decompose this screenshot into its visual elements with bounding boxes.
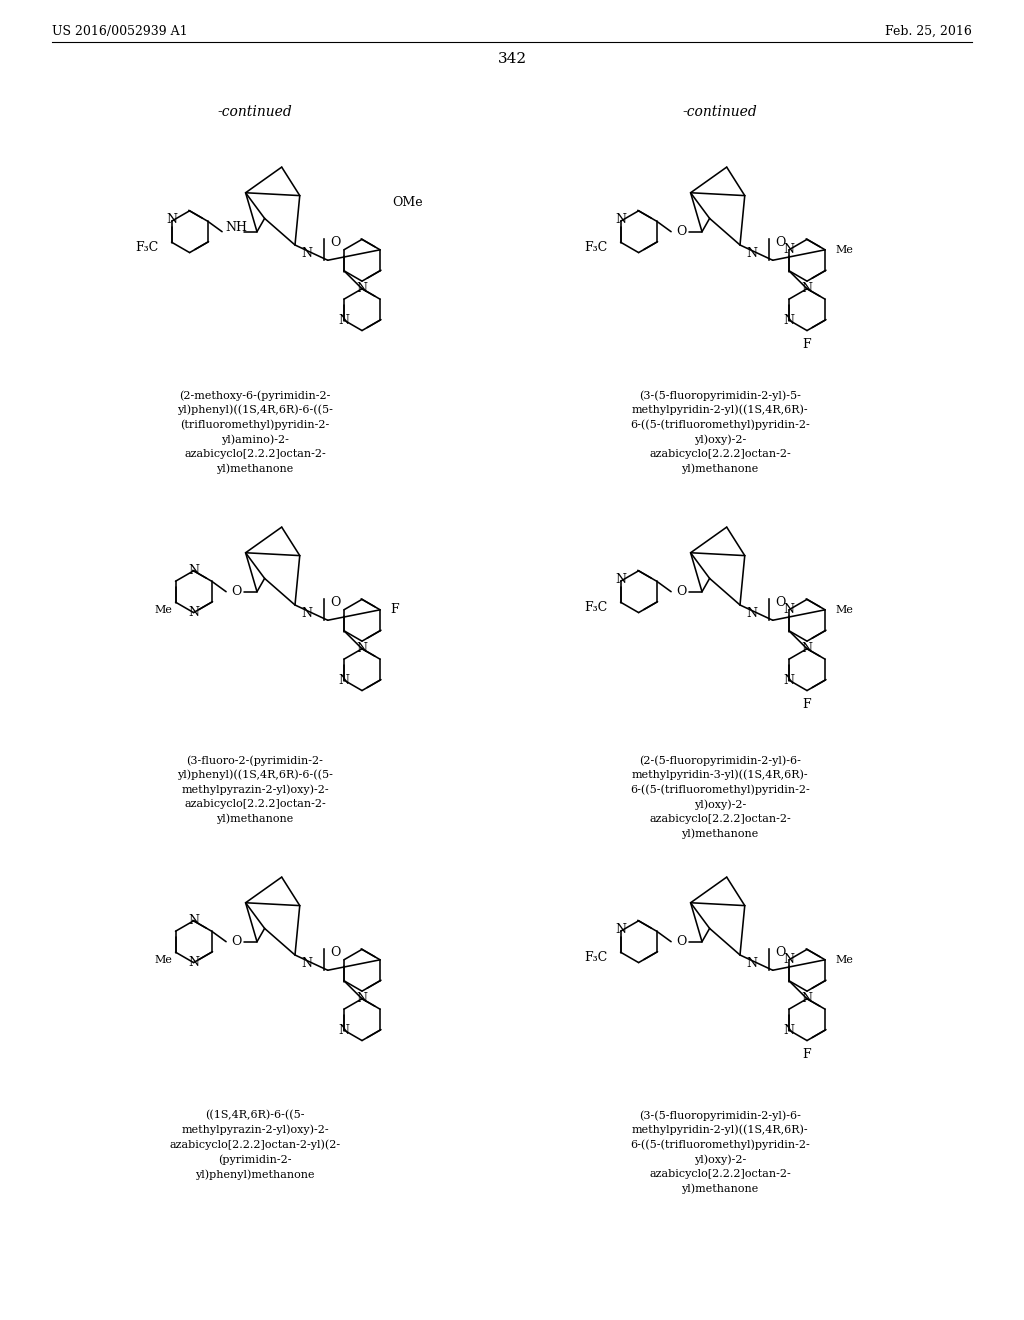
Text: N: N (356, 993, 368, 1006)
Text: O: O (775, 946, 786, 960)
Text: O: O (676, 935, 686, 948)
Text: N: N (783, 603, 795, 616)
Text: N: N (783, 243, 795, 256)
Text: N: N (338, 673, 349, 686)
Text: OMe: OMe (392, 195, 423, 209)
Text: N: N (802, 993, 812, 1006)
Text: N: N (746, 957, 757, 970)
Text: (3-fluoro-2-(pyrimidin-2-
yl)phenyl)((1S,4R,6R)-6-((5-
methylpyrazin-2-yl)oxy)-2: (3-fluoro-2-(pyrimidin-2- yl)phenyl)((1S… (177, 755, 333, 824)
Text: -continued: -continued (218, 106, 293, 119)
Text: N: N (356, 643, 368, 655)
Text: N: N (356, 282, 368, 296)
Text: O: O (676, 585, 686, 598)
Text: N: N (301, 957, 312, 970)
Text: N: N (615, 923, 626, 936)
Text: (2-methoxy-6-(pyrimidin-2-
yl)phenyl)((1S,4R,6R)-6-((5-
(trifluoromethyl)pyridin: (2-methoxy-6-(pyrimidin-2- yl)phenyl)((1… (177, 389, 333, 474)
Text: N: N (338, 314, 349, 326)
Text: N: N (188, 606, 199, 619)
Text: F₃C: F₃C (584, 601, 607, 614)
Text: Me: Me (155, 956, 172, 965)
Text: F₃C: F₃C (584, 242, 607, 255)
Text: Me: Me (155, 605, 172, 615)
Text: O: O (231, 935, 242, 948)
Text: Me: Me (836, 244, 853, 255)
Text: (2-(5-fluoropyrimidin-2-yl)-6-
methylpyridin-3-yl)((1S,4R,6R)-
6-((5-(trifluorom: (2-(5-fluoropyrimidin-2-yl)-6- methylpyr… (630, 755, 810, 840)
Text: O: O (231, 585, 242, 598)
Text: O: O (676, 226, 686, 238)
Text: F: F (803, 698, 811, 711)
Text: O: O (331, 946, 341, 960)
Text: N: N (338, 1023, 349, 1036)
Text: 342: 342 (498, 51, 526, 66)
Text: (3-(5-fluoropyrimidin-2-yl)-5-
methylpyridin-2-yl)((1S,4R,6R)-
6-((5-(trifluorom: (3-(5-fluoropyrimidin-2-yl)-5- methylpyr… (630, 389, 810, 474)
Text: N: N (802, 282, 812, 296)
Text: US 2016/0052939 A1: US 2016/0052939 A1 (52, 25, 187, 38)
Text: NH: NH (225, 222, 247, 234)
Text: F: F (390, 603, 398, 616)
Text: N: N (301, 247, 312, 260)
Text: -continued: -continued (683, 106, 758, 119)
Text: F: F (803, 1048, 811, 1061)
Text: O: O (775, 597, 786, 609)
Text: F: F (803, 338, 811, 351)
Text: F₃C: F₃C (135, 242, 159, 255)
Text: N: N (802, 643, 812, 655)
Text: N: N (188, 915, 199, 927)
Text: N: N (188, 956, 199, 969)
Text: (3-(5-fluoropyrimidin-2-yl)-6-
methylpyridin-2-yl)((1S,4R,6R)-
6-((5-(trifluorom: (3-(5-fluoropyrimidin-2-yl)-6- methylpyr… (630, 1110, 810, 1193)
Text: N: N (746, 607, 757, 620)
Text: N: N (615, 573, 626, 586)
Text: N: N (783, 673, 795, 686)
Text: O: O (775, 236, 786, 249)
Text: N: N (783, 953, 795, 966)
Text: ((1S,4R,6R)-6-((5-
methylpyrazin-2-yl)oxy)-2-
azabicyclo[2.2.2]octan-2-yl)(2-
(p: ((1S,4R,6R)-6-((5- methylpyrazin-2-yl)ox… (169, 1110, 341, 1180)
Text: N: N (746, 247, 757, 260)
Text: Me: Me (836, 954, 853, 965)
Text: Feb. 25, 2016: Feb. 25, 2016 (885, 25, 972, 38)
Text: N: N (166, 213, 177, 226)
Text: N: N (783, 1023, 795, 1036)
Text: Me: Me (836, 605, 853, 615)
Text: N: N (615, 213, 626, 226)
Text: N: N (301, 607, 312, 620)
Text: N: N (188, 565, 199, 577)
Text: O: O (331, 597, 341, 609)
Text: N: N (783, 314, 795, 326)
Text: F₃C: F₃C (584, 952, 607, 964)
Text: O: O (331, 236, 341, 249)
